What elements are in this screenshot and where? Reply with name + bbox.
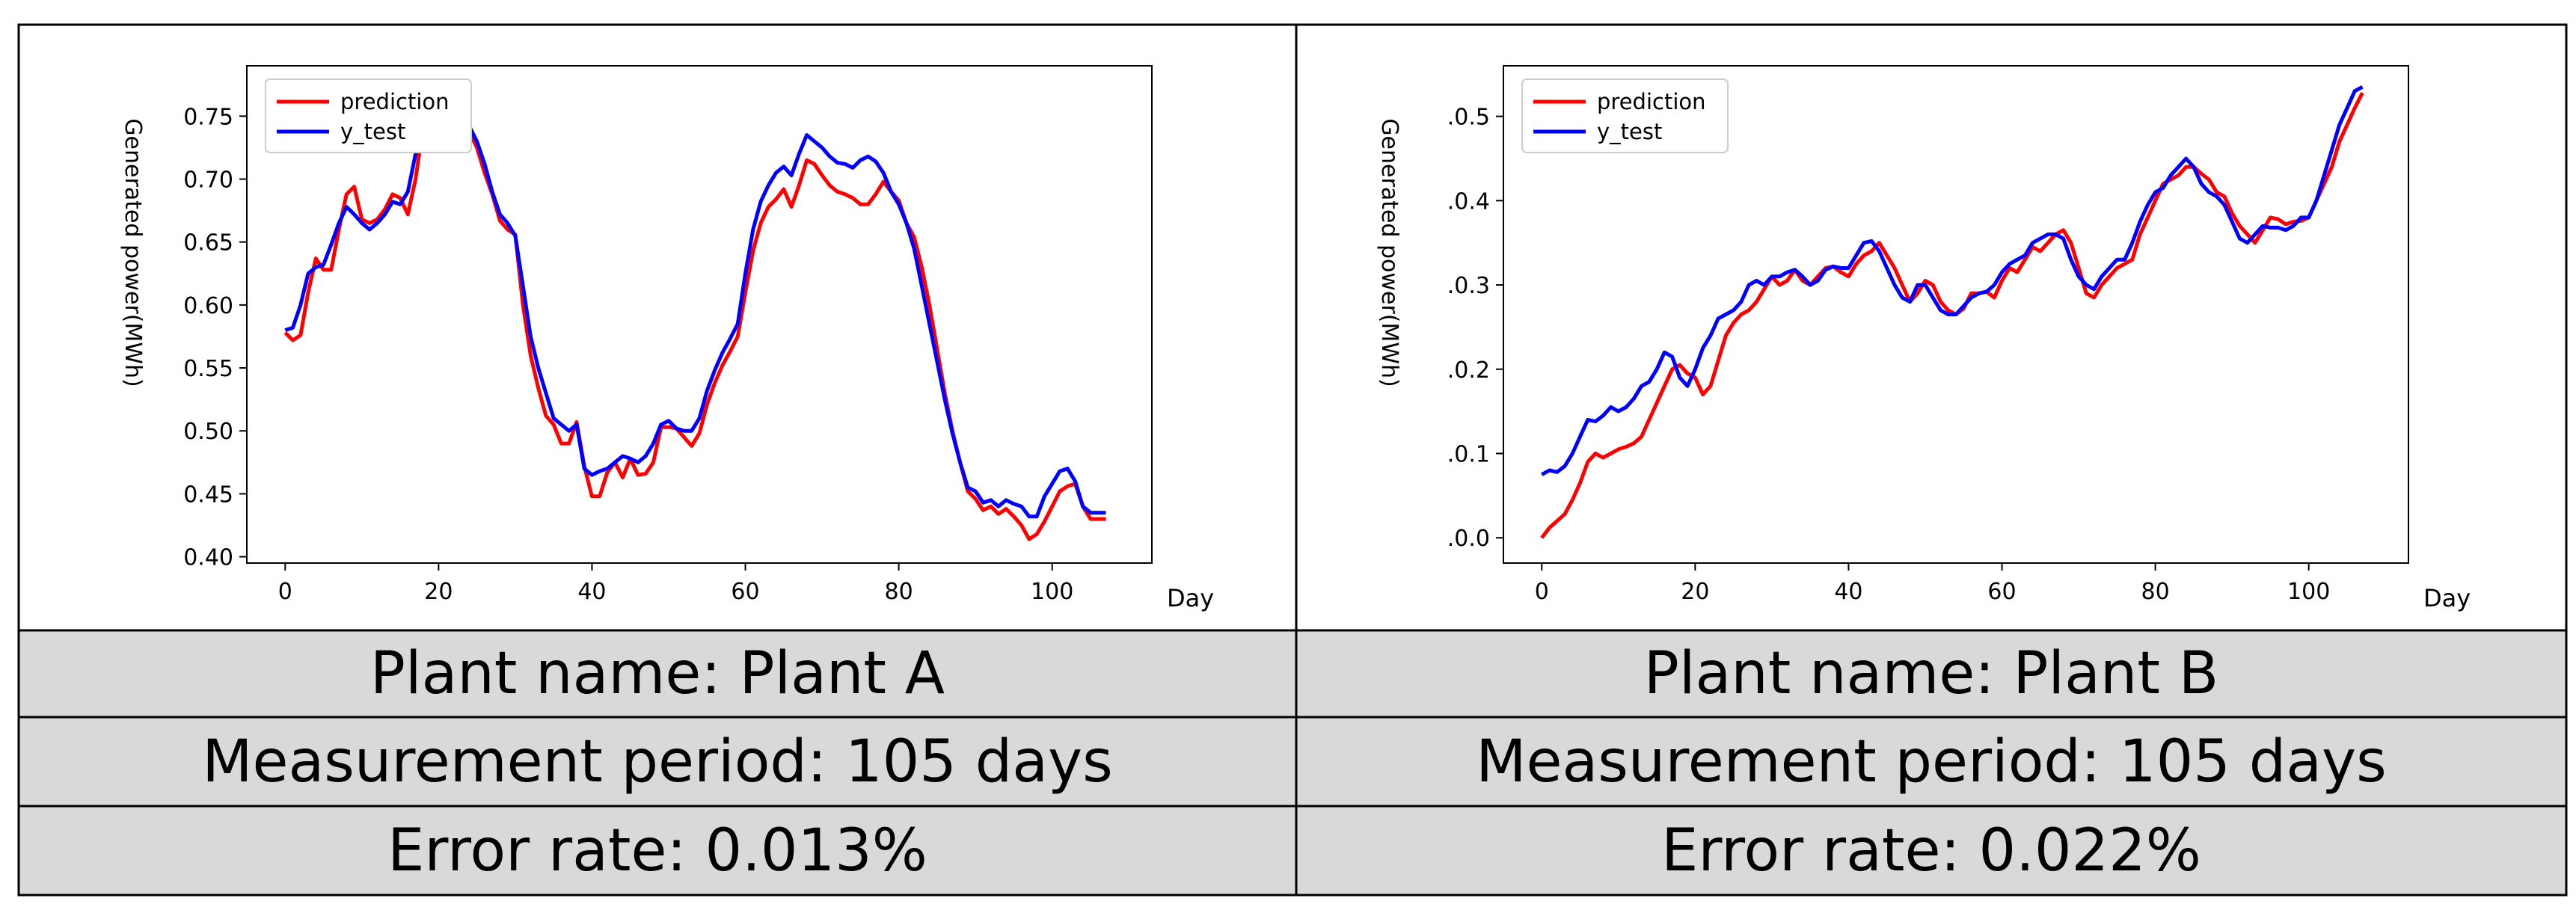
plant-b-measurement-period: Measurement period: 105 days (1476, 728, 2387, 796)
plant-b-x-tick-label: 100 (2287, 579, 2330, 605)
plant-a-chart: 0 20 40 60 80 100 0.40 0.45 0.50 0.55 0.60 0.65 0.70… (120, 65, 1214, 612)
plant-a-name: Plant name: Plant A (369, 640, 945, 707)
plant-b-error-rate: Error rate: 0.022% (1661, 817, 2201, 885)
plant-a-x-axis-label: Day (1167, 584, 1214, 612)
plant-b-legend-label-y-test: y_test (1597, 119, 1662, 144)
plant-a-legend-label-y-test: y_test (340, 119, 405, 144)
plant-a-y-tick-label: 0.45 (183, 482, 233, 508)
plant-b-y-axis-label: Generated power(MWh) (1376, 118, 1402, 387)
plant-b-y-tick-label: .0.4 (1447, 188, 1490, 215)
plant-b-y-tick-label: .0.5 (1447, 105, 1490, 131)
plant-a-x-tick-label: 0 (278, 579, 292, 605)
plant-a-x-tick-label: 80 (885, 579, 913, 605)
plant-b-legend (1521, 79, 1729, 153)
plant-a-y-tick-label: 0.70 (183, 167, 233, 194)
plant-a-measurement-period: Measurement period: 105 days (202, 728, 1113, 796)
info-row-bg-error (19, 806, 2566, 895)
plant-a-x-tick-label: 40 (577, 579, 606, 605)
plant-a-error-rate: Error rate: 0.013% (387, 817, 927, 885)
plant-b-x-tick-label: 80 (2141, 579, 2170, 605)
info-row-bg-period (19, 717, 2566, 806)
plant-b-legend-label-prediction: prediction (1597, 89, 1706, 114)
plant-a-x-tick-label: 60 (731, 579, 759, 605)
plant-a-x-tick-label: 100 (1031, 579, 1073, 605)
plant-a-legend (265, 79, 472, 153)
plant-b-y-tick-label: .0.1 (1447, 441, 1490, 467)
plant-b-chart: 0 20 40 60 80 100 .0.0 .0.1 .0.2 .0.3 .0.4 .0.5 Day G… (1376, 65, 2471, 612)
plant-a-legend-label-prediction: prediction (340, 89, 450, 114)
plant-b-x-tick-label: 0 (1535, 579, 1549, 605)
plant-b-y-tick-label: .0.3 (1447, 273, 1490, 299)
plant-a-y-axis-label: Generated power(MWh) (120, 118, 146, 387)
table-outer-border (17, 23, 2568, 897)
plant-a-y-tick-label: 0.40 (183, 545, 233, 571)
plant-b-name: Plant name: Plant B (1643, 640, 2219, 707)
plant-b-y-tick-label: .0.0 (1447, 526, 1490, 552)
plant-b-x-tick-label: 60 (1987, 579, 2016, 605)
plant-b-x-tick-label: 20 (1681, 579, 1709, 605)
plant-a-y-tick-label: 0.75 (183, 104, 233, 130)
plant-b-x-axis-label: Day (2423, 584, 2471, 612)
plant-b-series-y-test (1541, 85, 2364, 476)
plant-a-y-tick-label: 0.55 (183, 356, 233, 382)
plant-b-x-tick-label: 40 (1834, 579, 1862, 605)
plant-a-y-tick-label: 0.60 (183, 293, 233, 319)
plant-b-series-prediction (1540, 91, 2364, 539)
plant-b-y-tick-label: .0.2 (1447, 357, 1490, 384)
plant-a-y-tick-label: 0.65 (183, 230, 233, 256)
info-row-bg-name (19, 630, 2566, 717)
plant-a-y-tick-label: 0.50 (183, 419, 233, 445)
plant-a-x-tick-label: 20 (424, 579, 453, 605)
